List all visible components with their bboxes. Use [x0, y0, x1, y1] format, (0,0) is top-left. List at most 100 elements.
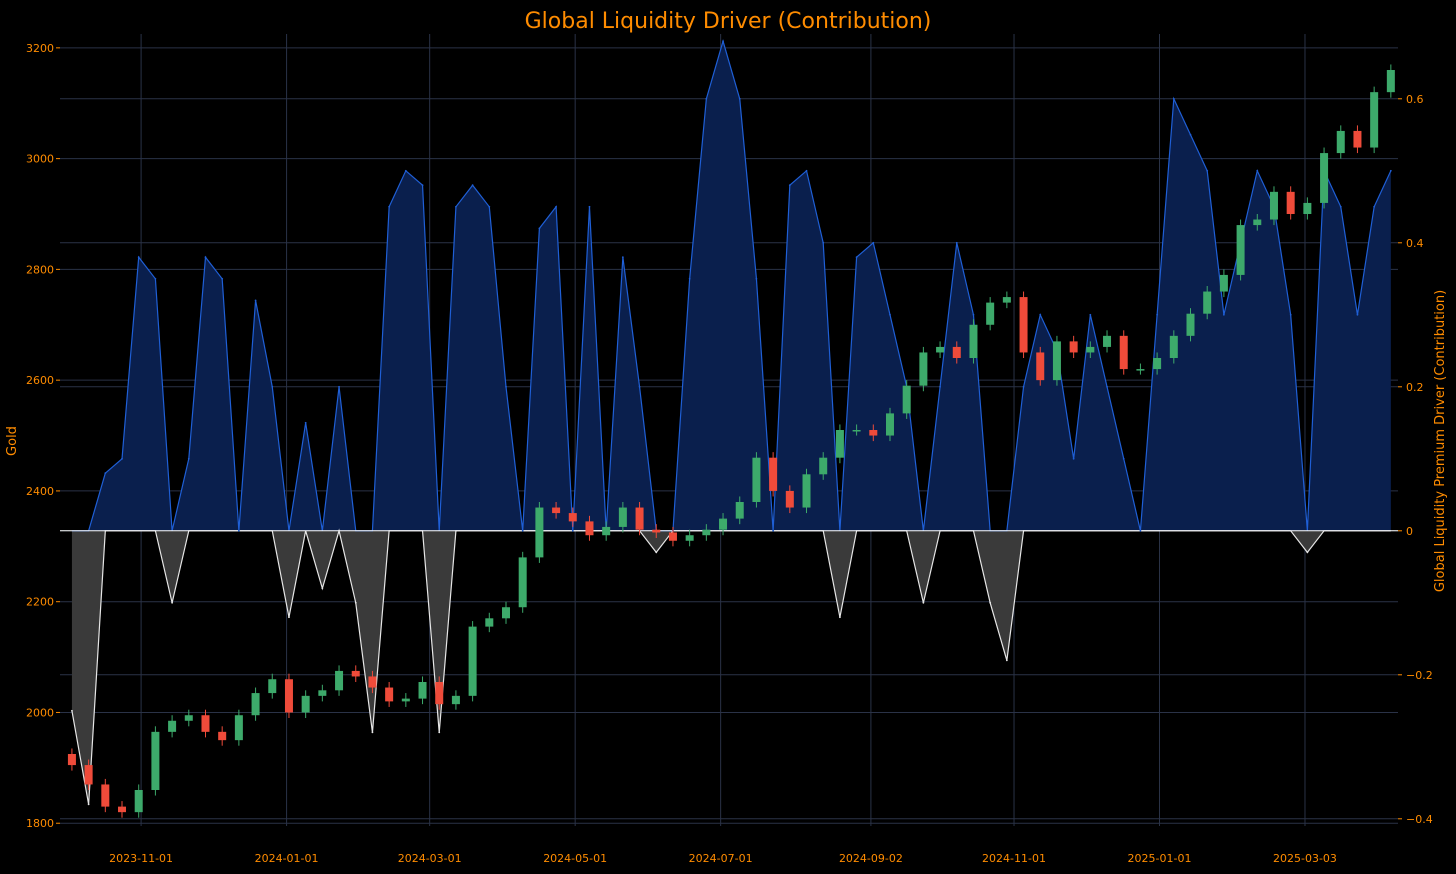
- candle-body: [218, 731, 227, 741]
- candle-body: [1370, 92, 1379, 148]
- contribution-point: [922, 601, 925, 604]
- candle-body: [1119, 335, 1128, 370]
- candle-body: [785, 490, 794, 508]
- candle-body: [301, 695, 310, 713]
- contribution-point: [1222, 313, 1225, 316]
- candle-body: [769, 457, 778, 491]
- candle-body: [602, 526, 611, 536]
- candle-body: [118, 806, 127, 813]
- contribution-point: [688, 277, 691, 280]
- contribution-point: [872, 241, 875, 244]
- candle-body: [234, 715, 243, 741]
- x-tick-label: 2023-11-01: [109, 852, 173, 865]
- candle-body: [401, 698, 410, 702]
- y-right-tick-label: −0.4: [1406, 813, 1433, 826]
- contribution-point: [237, 529, 240, 532]
- contribution-point: [839, 616, 841, 619]
- candle-body: [1269, 191, 1278, 220]
- candle-body: [1069, 341, 1078, 353]
- contribution-point: [571, 529, 574, 532]
- contribution-point: [855, 256, 858, 259]
- candle-body: [752, 457, 761, 502]
- contribution-point: [421, 184, 424, 187]
- contribution-point: [638, 385, 641, 388]
- contribution-point: [1106, 385, 1108, 388]
- candle-body: [351, 670, 360, 677]
- contribution-point: [555, 205, 557, 208]
- candle-body: [1052, 341, 1061, 381]
- x-tick-label: 2024-11-01: [982, 852, 1046, 865]
- candle-body: [268, 679, 277, 694]
- contribution-point: [1389, 169, 1392, 172]
- y-right-tick-label: 0.2: [1406, 381, 1424, 394]
- contribution-point: [304, 421, 307, 424]
- candle-body: [969, 324, 978, 358]
- contribution-point: [1339, 205, 1342, 208]
- contribution-point: [87, 803, 90, 806]
- contribution-point: [1072, 457, 1075, 460]
- candle-body: [1253, 219, 1262, 226]
- candle-body: [719, 518, 728, 530]
- chart-title: Global Liquidity Driver (Contribution): [525, 9, 932, 34]
- candle-body: [986, 302, 995, 325]
- candle-body: [451, 695, 460, 705]
- candle-body: [1286, 191, 1295, 214]
- candle-body: [1303, 202, 1312, 214]
- candle-body: [1019, 297, 1028, 353]
- contribution-point: [738, 97, 741, 100]
- contribution-point: [1206, 169, 1209, 172]
- axes: 2023-11-01 2024-01-01 2024-03-01 2024-05-01…: [26, 42, 1433, 865]
- contribution-point: [438, 731, 441, 734]
- contribution-point: [972, 313, 975, 316]
- contribution-point: [521, 529, 524, 532]
- contribution-point: [171, 601, 173, 604]
- candle-body: [652, 529, 661, 533]
- contribution-point: [338, 385, 340, 388]
- candle-body: [552, 507, 561, 514]
- contribution-area: [60, 39, 1398, 806]
- contribution-point: [354, 601, 357, 604]
- contribution-point: [1156, 313, 1159, 316]
- contribution-point: [621, 256, 624, 259]
- candle-body: [952, 346, 961, 358]
- x-tick-label: 2024-07-01: [689, 852, 753, 865]
- y-right-tick-label: 0.6: [1406, 93, 1424, 106]
- contribution-point: [137, 256, 140, 259]
- y-axis-left-title: Gold: [5, 426, 20, 456]
- candle-body: [668, 532, 677, 541]
- contribution-point: [655, 551, 658, 554]
- y-right-tick-label: 0.4: [1406, 237, 1424, 250]
- candle-body: [468, 626, 477, 696]
- candle-body: [335, 670, 344, 691]
- y-left-tick-label: 2400: [26, 485, 54, 498]
- x-tick-label: 2025-03-03: [1273, 852, 1337, 865]
- candle-body: [251, 693, 260, 716]
- candle-body: [201, 715, 210, 732]
- candle-body: [585, 521, 594, 536]
- candle-body: [101, 784, 110, 807]
- candle-body: [518, 557, 527, 608]
- candle-body: [368, 676, 377, 688]
- candle-body: [902, 385, 911, 414]
- contribution-point: [1022, 385, 1025, 388]
- contribution-point: [1039, 313, 1042, 316]
- candle-body: [168, 720, 177, 732]
- candle-body: [852, 430, 861, 432]
- candle-body: [1353, 130, 1362, 148]
- candle-body: [1203, 291, 1212, 314]
- candle-body: [802, 474, 811, 508]
- candle-body: [134, 790, 143, 813]
- contribution-point: [505, 385, 507, 388]
- contribution-point: [889, 313, 891, 316]
- contribution-point: [1172, 97, 1175, 100]
- contribution-point: [187, 457, 190, 460]
- candle-body: [535, 507, 544, 558]
- y-right-tick-label: −0.2: [1406, 669, 1433, 682]
- contribution-point: [271, 385, 274, 388]
- y-left-tick-label: 2000: [26, 706, 54, 719]
- candle-body: [919, 352, 928, 386]
- candle-body: [936, 346, 945, 353]
- candle-body: [1136, 369, 1145, 371]
- contribution-point: [788, 184, 791, 187]
